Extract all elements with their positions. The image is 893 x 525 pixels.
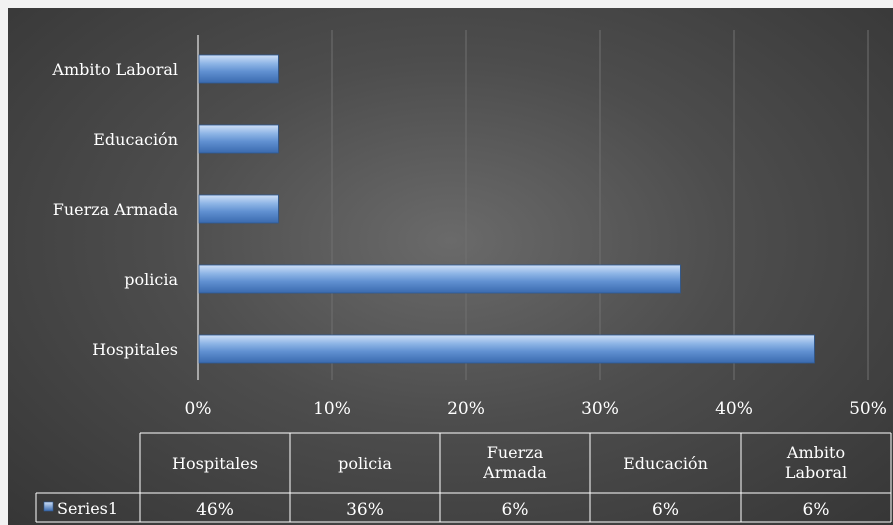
- bars: [198, 54, 815, 364]
- category-label: Ambito Laboral: [51, 60, 178, 79]
- table-cell: 36%: [346, 500, 384, 520]
- x-tick-label: 30%: [581, 399, 619, 419]
- bar-ambito-laboral: [198, 54, 279, 84]
- table-header: Educación: [623, 454, 708, 473]
- table-header: Ambito Laboral: [785, 443, 847, 482]
- x-tick-label: 10%: [313, 399, 351, 419]
- category-labels: Hospitales policia Fuerza Armada Educación A…: [51, 60, 178, 359]
- x-tick-label: 40%: [715, 399, 753, 419]
- category-label: Fuerza Armada: [53, 200, 179, 219]
- category-label: Educación: [93, 130, 178, 149]
- series-label: Series1: [57, 499, 118, 518]
- table-cell: 6%: [652, 500, 679, 520]
- x-tick-labels: 0% 10% 20% 30% 40% 50%: [185, 399, 887, 419]
- x-tick-label: 20%: [447, 399, 485, 419]
- category-label: Hospitales: [92, 340, 178, 359]
- bar-fuerza-armada: [198, 194, 279, 224]
- bar-policia: [198, 264, 681, 294]
- bar-hospitales: [198, 334, 815, 364]
- table-cell: 6%: [502, 500, 529, 520]
- table-cell: 6%: [803, 500, 830, 520]
- table-header: Fuerza Armada: [482, 443, 547, 482]
- x-tick-label: 0%: [185, 399, 212, 419]
- bar-educación: [198, 124, 279, 154]
- category-label: policia: [124, 270, 178, 289]
- table-header: policia: [338, 454, 392, 473]
- x-tick-label: 50%: [849, 399, 887, 419]
- table-cell: 46%: [196, 500, 234, 520]
- table-header: Hospitales: [172, 454, 258, 473]
- legend-key: [43, 501, 54, 512]
- gridlines: [331, 30, 869, 380]
- data-table: Hospitales policia Fuerza Armada Educación Am…: [35, 432, 892, 523]
